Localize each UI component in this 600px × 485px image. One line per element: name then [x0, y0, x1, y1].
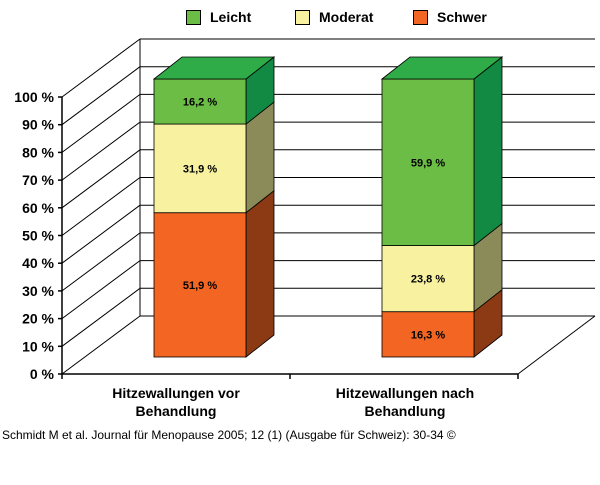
- x-category-label: Behandlung: [136, 403, 217, 419]
- x-category-label: Hitzewallungen vor: [112, 385, 240, 401]
- bar-top-face: [380, 56, 504, 80]
- y-tick-label: 30 %: [22, 283, 54, 299]
- y-tick-label: 60 %: [22, 200, 54, 216]
- data-label: 59,9 %: [411, 157, 445, 169]
- y-tick-label: 80 %: [22, 144, 54, 160]
- gridline-side: [61, 149, 141, 209]
- legend-swatch-schwer: [413, 9, 428, 25]
- bar-segment-schwer: [153, 212, 247, 358]
- floor: [62, 316, 595, 374]
- bar-side-schwer: [245, 189, 275, 358]
- y-tick-label: 70 %: [22, 172, 54, 188]
- data-label: 31,9 %: [183, 163, 217, 175]
- legend-item-leicht: Leicht: [186, 6, 251, 28]
- legend-label-schwer: Schwer: [437, 9, 487, 25]
- bar-segment-moderat: [153, 123, 247, 214]
- legend-item-schwer: Schwer: [413, 6, 487, 28]
- y-tick-label: 0 %: [30, 366, 55, 382]
- legend-swatch-moderat: [295, 9, 310, 25]
- data-label: 23,8 %: [411, 274, 445, 286]
- legend-swatch-leicht: [186, 9, 201, 25]
- y-tick-label: 90 %: [22, 117, 54, 133]
- bar-stack: [380, 56, 504, 358]
- gridline-side: [61, 204, 141, 264]
- chart-labels: 0 % 10 % 20 % 30 % 40 % 50 % 60 % 70 % 80 % 90 % 1…: [14, 89, 474, 419]
- gridline-side: [61, 260, 141, 320]
- bar-top-face: [152, 56, 276, 80]
- bar-segment-leicht: [153, 78, 247, 125]
- y-tick-label: 50 %: [22, 228, 54, 244]
- gridline-side: [61, 232, 141, 292]
- chart-legend: Leicht Moderat Schwer: [0, 6, 600, 28]
- bar-stack: [152, 56, 276, 358]
- data-label: 16,2 %: [183, 97, 217, 109]
- y-tick-label: 100 %: [14, 89, 54, 105]
- data-label: 51,9 %: [183, 280, 217, 292]
- gridline-side: [61, 38, 141, 98]
- gridline-side: [61, 93, 141, 153]
- x-category-label: Behandlung: [365, 403, 446, 419]
- source-citation: Schmidt M et al. Journal für Menopause 2…: [2, 428, 456, 442]
- gridline-side: [61, 177, 141, 236]
- bar-side-leicht: [473, 56, 503, 247]
- bar-segment-schwer: [381, 311, 475, 358]
- chart-bars: [152, 56, 504, 358]
- data-label: 16,3 %: [411, 329, 445, 341]
- gridline-side: [61, 315, 141, 375]
- y-tick-label: 40 %: [22, 255, 54, 271]
- chart-grid: [58, 38, 596, 379]
- y-tick-label: 20 %: [22, 311, 54, 327]
- legend-label-leicht: Leicht: [210, 9, 252, 25]
- floor-edge: [517, 315, 596, 375]
- y-tick-label: 10 %: [22, 338, 54, 354]
- legend-item-moderat: Moderat: [295, 6, 373, 28]
- gridline-side: [61, 287, 141, 347]
- gridline-side: [61, 121, 141, 181]
- x-category-label: Hitzewallungen nach: [336, 385, 474, 401]
- legend-label-moderat: Moderat: [319, 9, 374, 25]
- bar-segment-moderat: [381, 245, 475, 313]
- gridline-side: [61, 66, 141, 126]
